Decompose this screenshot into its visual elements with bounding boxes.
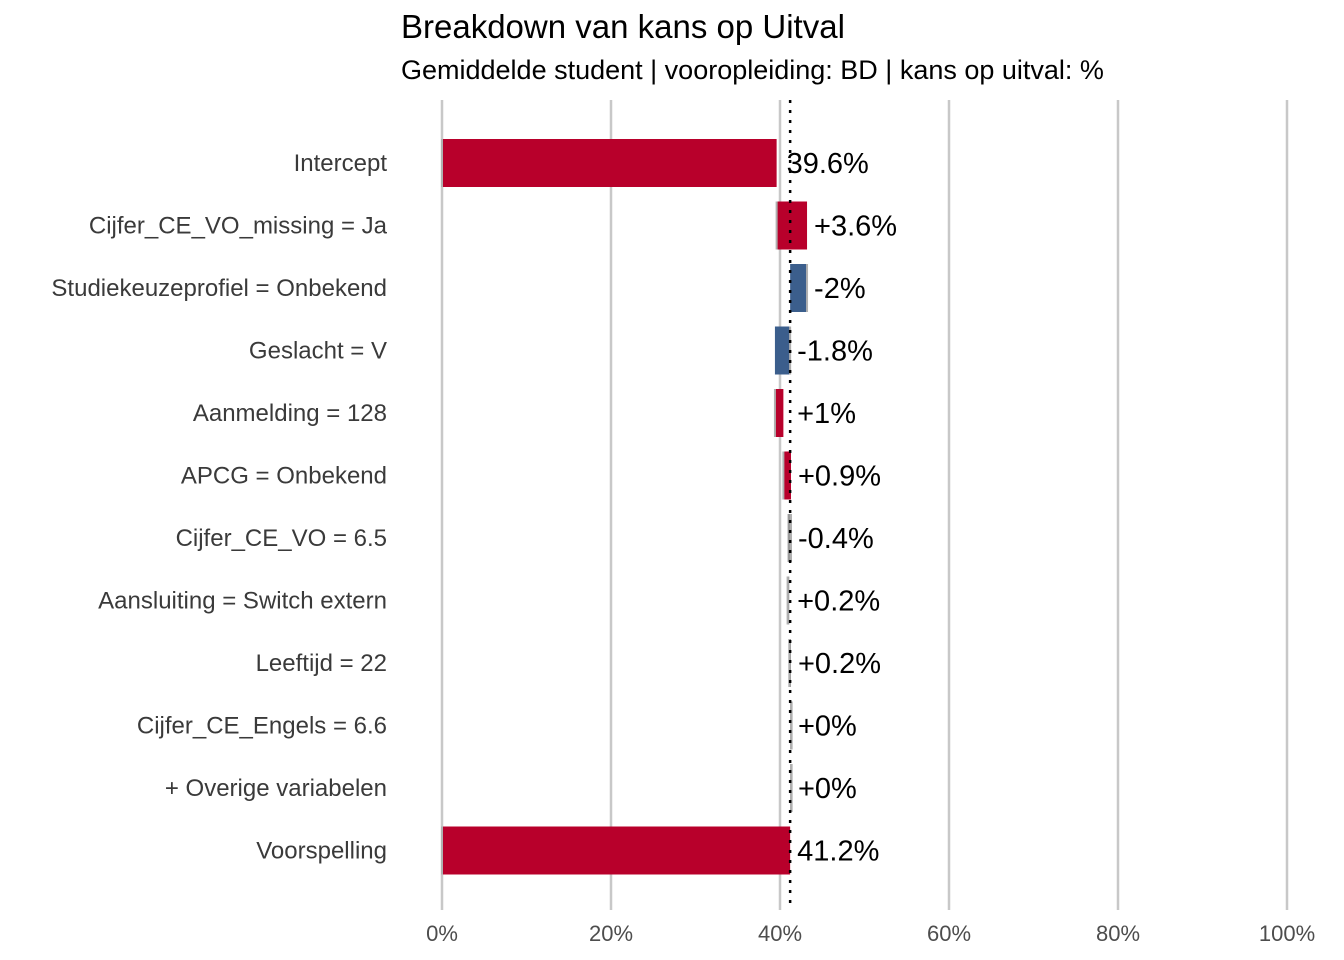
x-tick-label: 0%: [426, 921, 458, 946]
value-label: -1.8%: [797, 336, 873, 368]
chart-title: Breakdown van kans op Uitval: [401, 8, 845, 45]
x-tick-label: 80%: [1096, 921, 1140, 946]
value-label: +3.6%: [814, 211, 897, 243]
value-label: +0.2%: [797, 586, 880, 618]
bar: [787, 514, 791, 562]
category-label: Studiekeuzeprofiel = Onbekend: [51, 275, 387, 302]
category-label: + Overige variabelen: [165, 775, 387, 802]
value-label: +1%: [797, 398, 856, 430]
bar: [774, 326, 791, 375]
category-label: Geslacht = V: [249, 338, 387, 365]
bars: [441, 139, 809, 875]
value-label: 39.6%: [787, 148, 869, 180]
value-label: +0%: [798, 773, 857, 805]
bar: [783, 451, 791, 500]
category-label: Aansluiting = Switch extern: [98, 588, 387, 615]
category-label: Voorspelling: [256, 838, 387, 865]
value-label: +0.2%: [798, 648, 881, 680]
category-label: Leeftijd = 22: [256, 650, 387, 677]
value-label: +0%: [798, 711, 857, 743]
x-tick-label: 100%: [1259, 921, 1315, 946]
category-label: Cijfer_CE_Engels = 6.6: [137, 713, 387, 740]
bar: [442, 139, 777, 187]
bar: [776, 201, 808, 250]
bar: [774, 389, 784, 437]
value-label: 41.2%: [797, 836, 879, 868]
value-label: +0.9%: [798, 461, 881, 493]
x-tick-label: 60%: [927, 921, 971, 946]
category-label: Cijfer_CE_VO_missing = Ja: [89, 213, 388, 240]
x-tick-label: 40%: [758, 921, 802, 946]
x-tick-label: 20%: [589, 921, 633, 946]
category-label: Aanmelding = 128: [193, 400, 387, 427]
bar: [442, 826, 791, 875]
bar: [790, 264, 808, 312]
value-label: -2%: [814, 273, 866, 305]
labels: 0% 20% 40% 60% 80% 100% Intercept 39.6% Cijfer_C…: [51, 148, 1315, 946]
category-label: Cijfer_CE_VO = 6.5: [176, 525, 387, 552]
category-label: Intercept: [294, 150, 388, 177]
value-label: -0.4%: [798, 523, 874, 555]
category-label: APCG = Onbekend: [181, 463, 387, 490]
chart-subtitle: Gemiddelde student | vooropleiding: BD |…: [401, 55, 1104, 85]
grid-lines: [440, 100, 1289, 910]
